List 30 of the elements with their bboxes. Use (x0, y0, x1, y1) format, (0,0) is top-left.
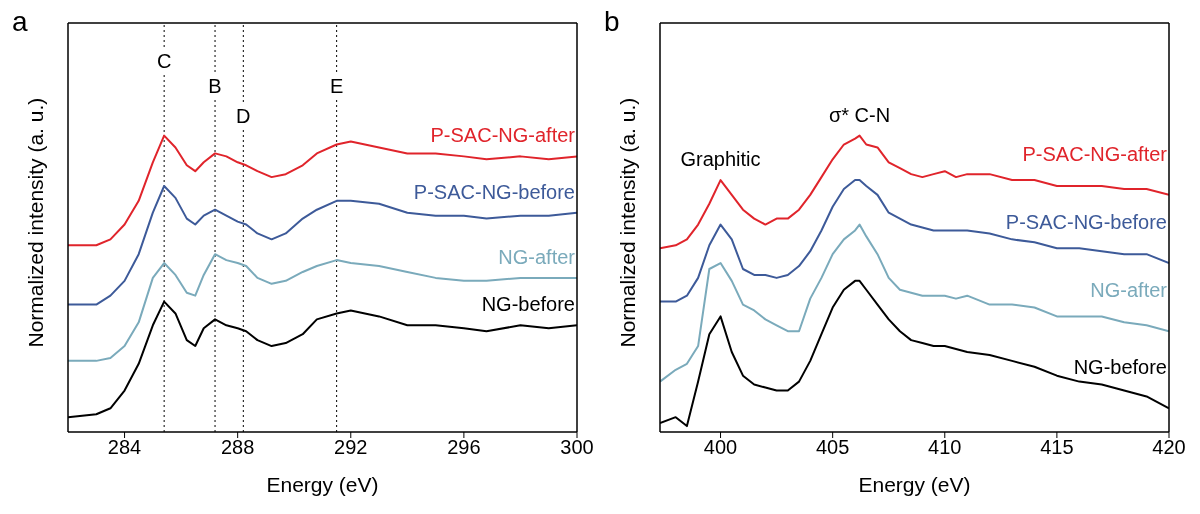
x-tick-label: 415 (1040, 436, 1074, 459)
x-tick-label: 410 (928, 436, 962, 459)
annotation: σ* C-N (828, 103, 891, 126)
chart-title: a (12, 6, 28, 38)
series-label: NG-before (1073, 356, 1167, 379)
y-axis-title: Normalized intensity (a. u.) (24, 97, 48, 348)
ref-line-label: D (236, 105, 251, 127)
series-label: P-SAC-NG-before (1005, 211, 1167, 234)
x-tick-label: 292 (334, 436, 368, 459)
x-axis-title: Energy (eV) (266, 473, 379, 496)
series-label: P-SAC-NG-after (430, 124, 576, 147)
y-axis-title: Normalized intensity (a. u.) (616, 97, 640, 348)
series-label: P-SAC-NG-after (1022, 142, 1168, 165)
series-label: NG-after (498, 245, 576, 268)
x-tick-label: 288 (220, 436, 255, 459)
x-tick-label: 296 (447, 436, 481, 459)
x-tick-label: 405 (815, 436, 850, 459)
series-label: NG-after (1090, 279, 1168, 302)
chart-title: b (604, 6, 620, 38)
ref-line-label: C (156, 50, 172, 72)
ref-line-label: E (329, 75, 344, 97)
x-axis-title: Energy (eV) (858, 473, 971, 496)
x-tick-label: 284 (107, 436, 142, 459)
x-tick-label: 300 (560, 436, 594, 459)
ref-line-label: B (208, 75, 222, 97)
series-label: NG-before (481, 293, 575, 316)
annotation: Graphitic (680, 148, 761, 171)
series-label: P-SAC-NG-before (413, 180, 575, 203)
x-tick-label: 420 (1152, 436, 1186, 459)
x-tick-label: 400 (703, 436, 738, 459)
